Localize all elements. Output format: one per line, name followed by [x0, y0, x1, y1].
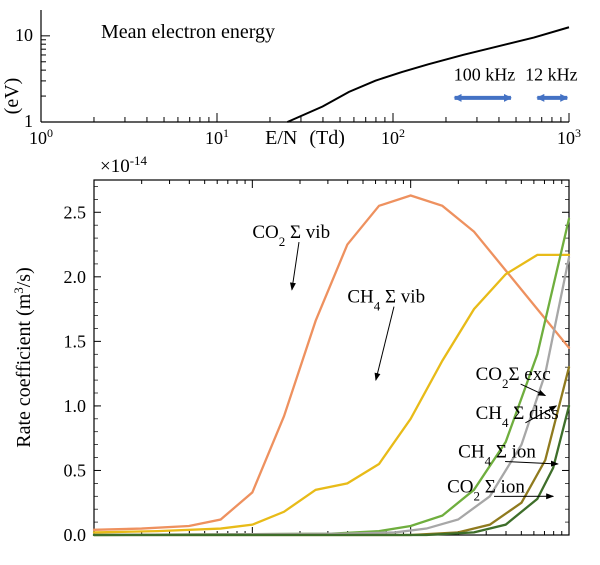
top-panel: 110(eV)100101102103E/N(Td)Mean electron … [1, 10, 581, 149]
arrow-CH4-sigma-vib [376, 307, 394, 380]
arrow-CO2-sigma-vib [292, 242, 299, 290]
top-xtick: 101 [205, 126, 229, 148]
bottom-ytick: 0.5 [64, 460, 87, 480]
bottom-ytick: 0.0 [64, 525, 87, 545]
top-xtick: 103 [557, 126, 581, 148]
figure-root: { "figure":{"width":600,"height":565,"ba… [0, 0, 600, 565]
bottom-ytick: 2.0 [64, 267, 87, 287]
label-CO2-sigma-vib: CO2 Σ vib [252, 222, 330, 249]
bottom-ylabel: Rate coefficient (m3/s) [11, 267, 36, 448]
top-ylabel: (eV) [1, 78, 23, 115]
bottom-ytick: 1.0 [64, 396, 87, 416]
label-CH4-sigma-vib: CH4 Σ vib [347, 287, 425, 314]
series-CO2-sigma-ion [94, 406, 569, 535]
label-CH4-sigma-ion: CH4 Σ ion [458, 442, 536, 469]
y-exponent: ×10-14 [100, 153, 148, 178]
top-xtick: 100 [29, 126, 53, 148]
bottom-ytick: 1.5 [64, 331, 87, 351]
label-CH4-sigma-diss: CH4 Σ diss [476, 403, 559, 430]
bottom-ytick: 2.5 [64, 202, 87, 222]
freq-label-0: 100 kHz [454, 65, 516, 85]
bottom-panel: 0.0 0.5 1.0 1.5 2.0 2.5 ×10-14 Rate coefficient… [11, 153, 570, 546]
top-title: Mean electron energy [101, 21, 275, 43]
ytick-10: 10 [15, 25, 33, 45]
top-xtick: 102 [381, 126, 405, 148]
label-CO2-sigma-exc: CO2Σ exc [476, 364, 551, 391]
svg-canvas: 110(eV)100101102103E/N(Td)Mean electron … [0, 0, 600, 565]
top-xlabel: E/N(Td) [265, 127, 345, 149]
freq-label-1: 12 kHz [525, 65, 578, 85]
